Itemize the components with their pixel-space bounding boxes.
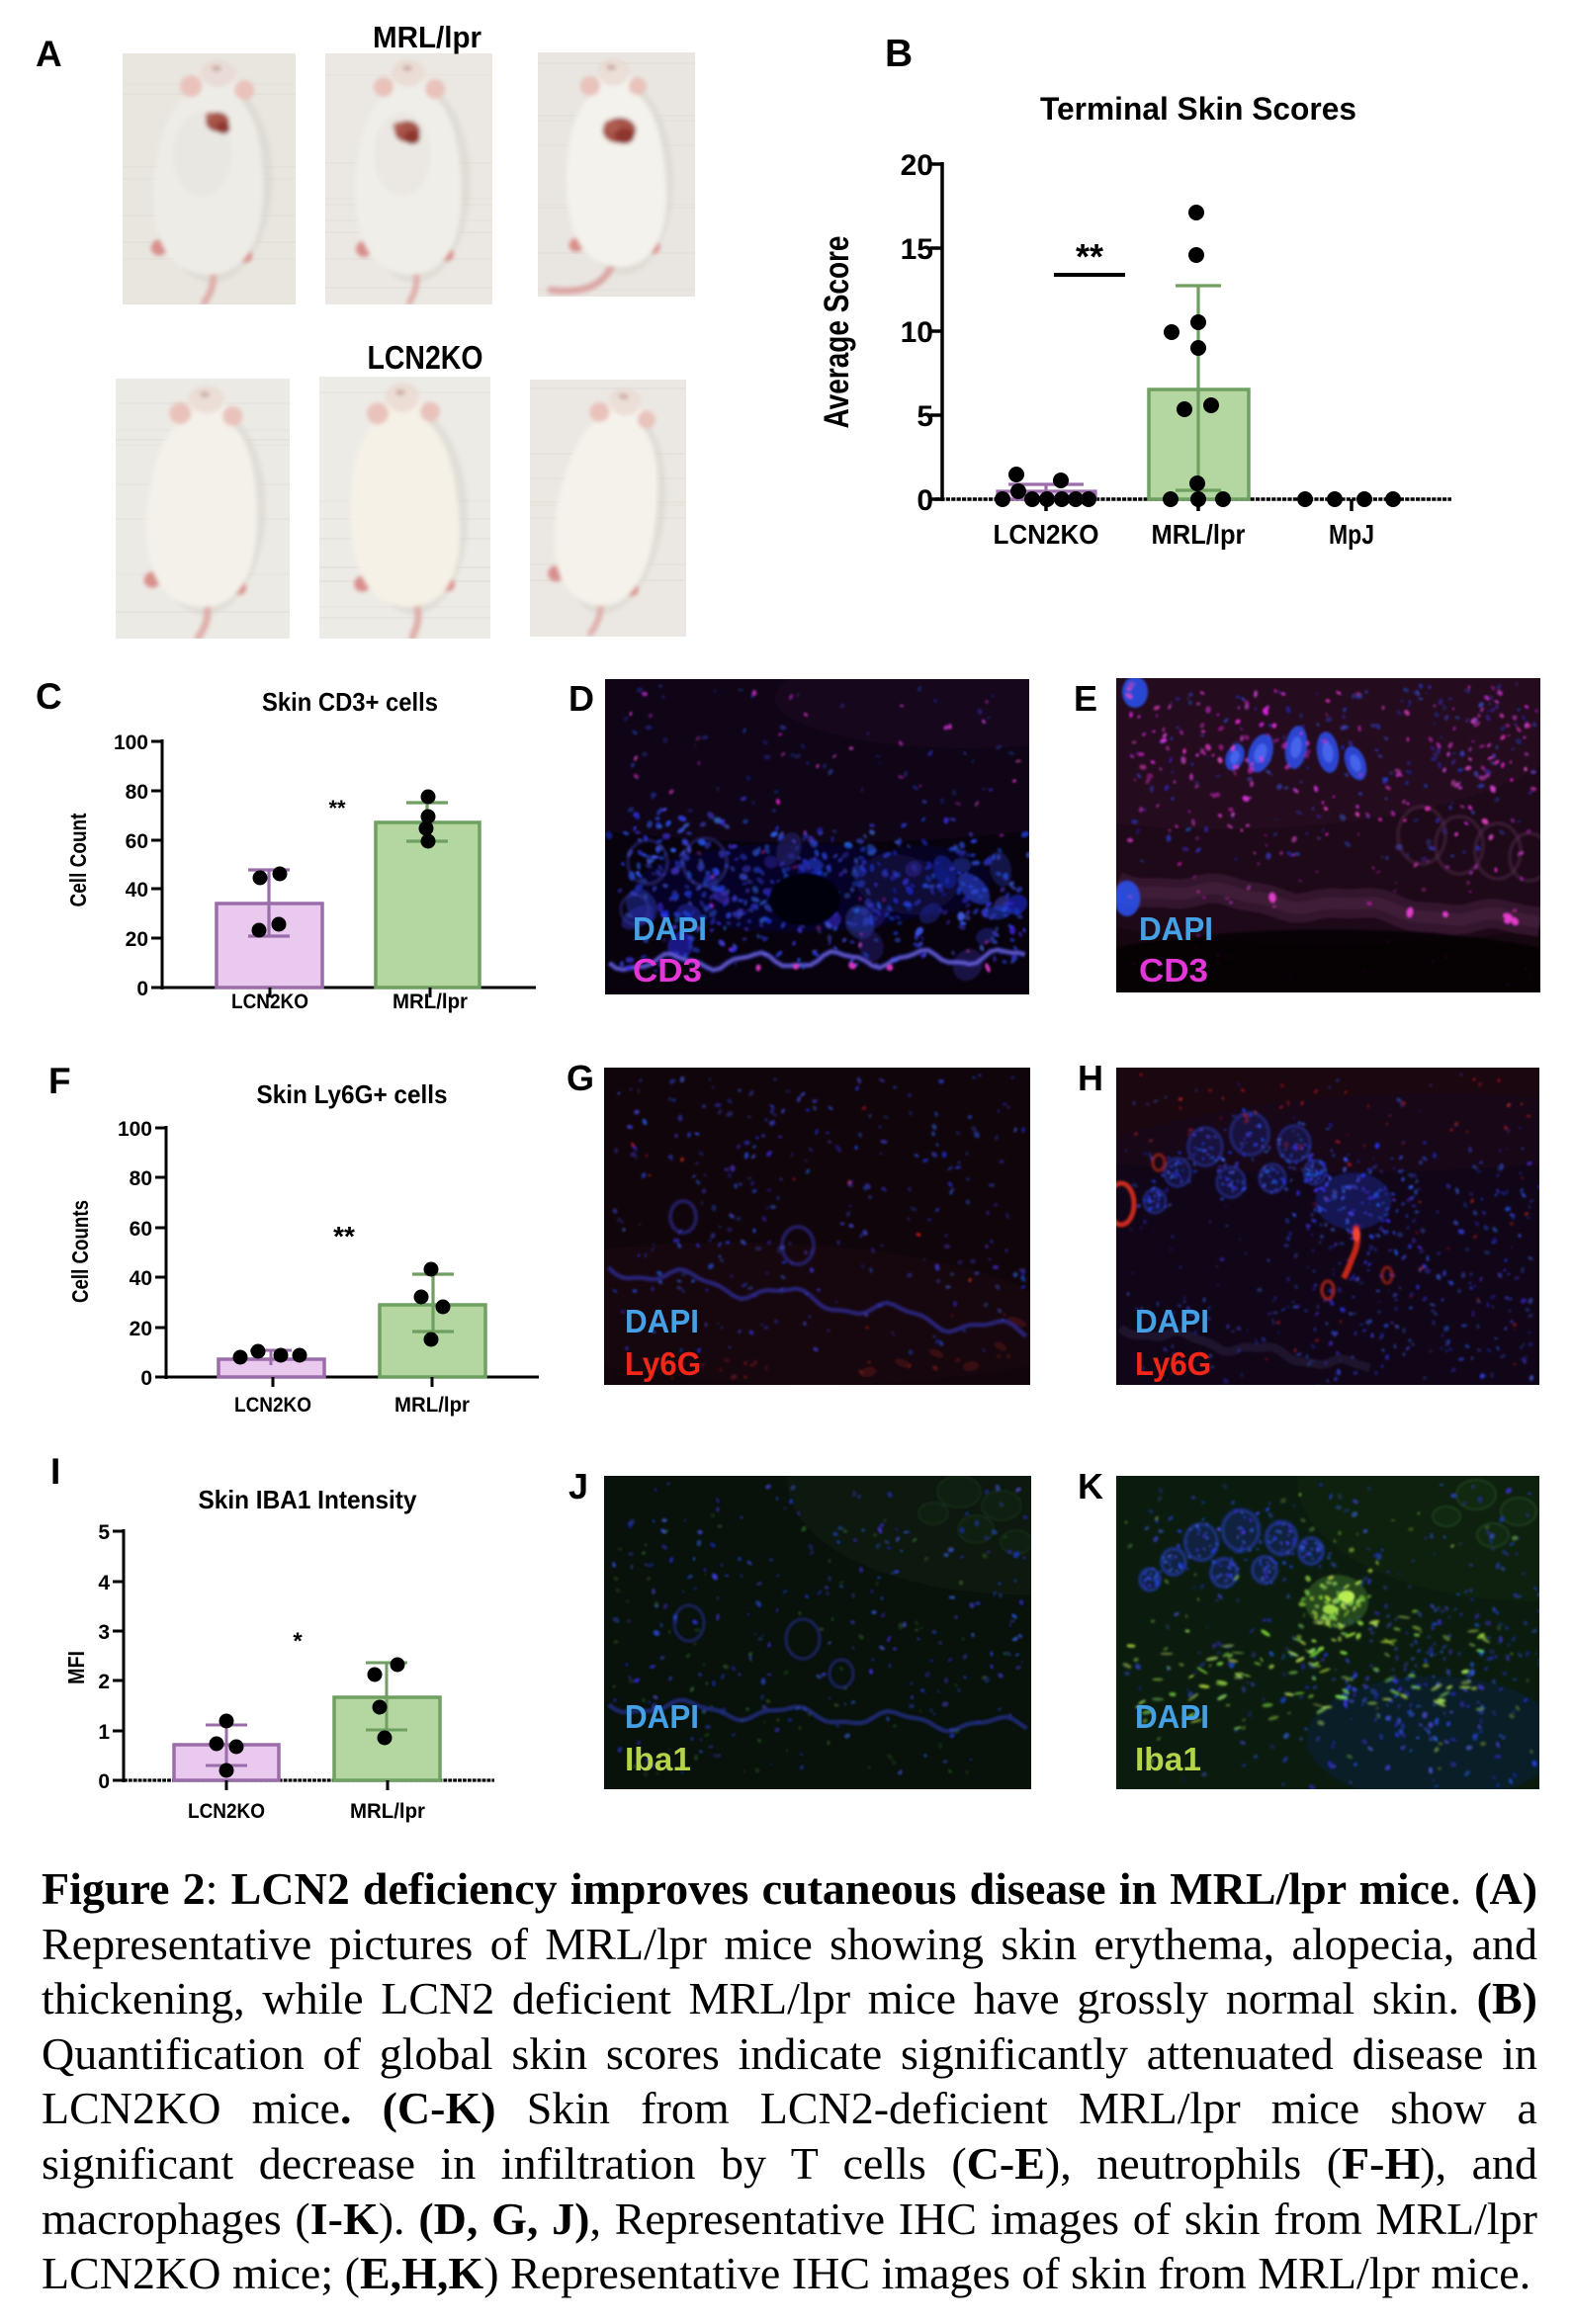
svg-text:MRL/lpr: MRL/lpr bbox=[393, 990, 468, 1013]
svg-text:4: 4 bbox=[98, 1572, 110, 1594]
svg-text:DAPI: DAPI bbox=[633, 910, 707, 947]
svg-text:2: 2 bbox=[98, 1671, 110, 1693]
svg-text:MRL/lpr: MRL/lpr bbox=[1152, 519, 1246, 550]
svg-text:3: 3 bbox=[98, 1621, 110, 1644]
svg-text:E: E bbox=[1074, 678, 1097, 719]
svg-text:*: * bbox=[293, 1628, 303, 1655]
svg-text:Iba1: Iba1 bbox=[625, 1741, 691, 1777]
svg-text:40: 40 bbox=[126, 879, 148, 902]
svg-text:80: 80 bbox=[130, 1167, 152, 1190]
svg-text:MRL/lpr: MRL/lpr bbox=[350, 1800, 425, 1823]
svg-text:100: 100 bbox=[118, 1118, 152, 1141]
svg-text:20: 20 bbox=[126, 928, 148, 951]
svg-text:Skin IBA1 Intensity: Skin IBA1 Intensity bbox=[199, 1485, 418, 1514]
svg-text:LCN2KO: LCN2KO bbox=[188, 1800, 265, 1823]
svg-text:C: C bbox=[36, 676, 62, 717]
svg-text:15: 15 bbox=[901, 233, 933, 266]
svg-text:J: J bbox=[568, 1466, 588, 1506]
svg-text:F: F bbox=[48, 1061, 71, 1101]
svg-text:60: 60 bbox=[126, 830, 148, 853]
svg-text:DAPI: DAPI bbox=[1135, 1303, 1209, 1339]
svg-text:Skin CD3+ cells: Skin CD3+ cells bbox=[262, 687, 438, 717]
svg-text:Cell Count: Cell Count bbox=[65, 813, 91, 906]
svg-text:MpJ: MpJ bbox=[1329, 519, 1374, 550]
svg-text:LCN2KO: LCN2KO bbox=[994, 519, 1099, 550]
svg-text:Ly6G: Ly6G bbox=[1135, 1345, 1211, 1382]
svg-text:DAPI: DAPI bbox=[1139, 910, 1213, 947]
svg-text:B: B bbox=[885, 33, 913, 75]
svg-text:LCN2KO: LCN2KO bbox=[234, 1394, 311, 1417]
svg-text:DAPI: DAPI bbox=[625, 1698, 699, 1735]
svg-text:60: 60 bbox=[130, 1218, 152, 1241]
svg-text:MRL/lpr: MRL/lpr bbox=[373, 20, 481, 54]
svg-text:100: 100 bbox=[114, 732, 148, 754]
svg-text:0: 0 bbox=[917, 484, 933, 517]
svg-text:DAPI: DAPI bbox=[625, 1303, 699, 1339]
svg-text:40: 40 bbox=[130, 1267, 152, 1290]
svg-text:LCN2KO: LCN2KO bbox=[368, 339, 483, 376]
svg-text:**: ** bbox=[1076, 236, 1103, 277]
svg-text:5: 5 bbox=[98, 1521, 110, 1544]
svg-text:D: D bbox=[568, 678, 594, 719]
svg-text:80: 80 bbox=[126, 781, 148, 804]
svg-text:G: G bbox=[567, 1058, 594, 1098]
svg-text:LCN2KO: LCN2KO bbox=[231, 990, 308, 1013]
svg-text:**: ** bbox=[328, 796, 346, 820]
svg-text:0: 0 bbox=[98, 1770, 110, 1793]
svg-text:H: H bbox=[1078, 1058, 1103, 1098]
svg-text:CD3: CD3 bbox=[1139, 952, 1208, 989]
svg-text:20: 20 bbox=[130, 1318, 152, 1340]
svg-text:Ly6G: Ly6G bbox=[625, 1345, 701, 1382]
svg-text:Skin Ly6G+ cells: Skin Ly6G+ cells bbox=[257, 1079, 448, 1109]
svg-text:K: K bbox=[1078, 1466, 1103, 1506]
svg-text:I: I bbox=[50, 1451, 60, 1492]
svg-text:MRL/lpr: MRL/lpr bbox=[394, 1394, 470, 1417]
svg-text:**: ** bbox=[333, 1221, 355, 1251]
svg-text:DAPI: DAPI bbox=[1135, 1698, 1209, 1735]
svg-text:0: 0 bbox=[140, 1367, 152, 1390]
svg-text:1: 1 bbox=[98, 1721, 110, 1744]
svg-text:MFI: MFI bbox=[63, 1651, 89, 1684]
svg-text:20: 20 bbox=[901, 149, 933, 182]
svg-text:5: 5 bbox=[917, 400, 933, 433]
svg-text:10: 10 bbox=[901, 316, 933, 349]
svg-text:Average Score: Average Score bbox=[818, 236, 856, 429]
svg-text:A: A bbox=[36, 34, 62, 74]
svg-text:Terminal Skin Scores: Terminal Skin Scores bbox=[1040, 91, 1356, 127]
svg-text:CD3: CD3 bbox=[633, 952, 702, 989]
svg-text:Iba1: Iba1 bbox=[1135, 1741, 1201, 1777]
svg-text:Cell Counts: Cell Counts bbox=[67, 1200, 93, 1303]
svg-text:0: 0 bbox=[136, 978, 148, 1000]
